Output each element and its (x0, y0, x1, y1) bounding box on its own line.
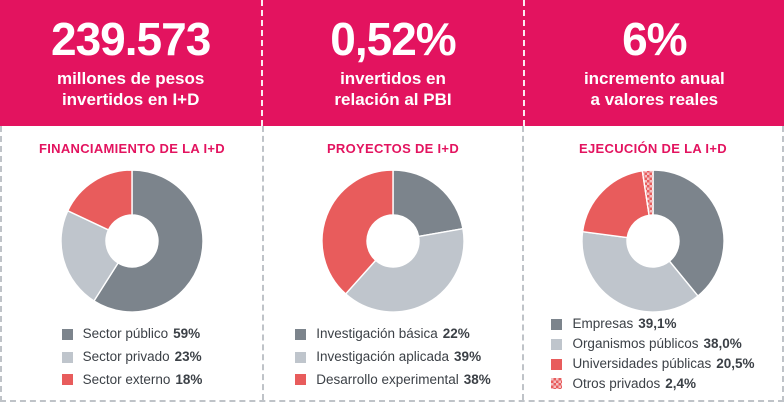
donut-chart-ejecucion (581, 169, 725, 313)
donut-slice (641, 169, 654, 217)
donut-chart-proyectos (321, 169, 465, 313)
donut-slice (60, 209, 120, 302)
stats-header-band: 239.573 millones de pesos invertidos en … (0, 0, 784, 126)
legend-financiamiento: Sector público 59% Sector privado 23% Sector… (61, 325, 203, 388)
legend-label: Investigación aplicada (316, 348, 450, 364)
donut-slice (392, 169, 464, 238)
legend-swatch-icon (551, 318, 563, 330)
stat-caption-line: relación al PBI (334, 89, 452, 109)
chart-panel-proyectos: PROYECTOS DE I+D Investigación básica 22%… (262, 126, 522, 401)
donut-slice (92, 169, 204, 313)
stat-panel-investment: 239.573 millones de pesos invertidos en … (0, 0, 262, 126)
legend-swatch-icon (295, 328, 307, 340)
stat-panel-pbi: 0,52% invertidos en relación al PBI (261, 0, 523, 126)
donut-slice (344, 227, 465, 313)
legend-label: Organismos públicos (572, 335, 699, 351)
stat-value-pesos: 239.573 (51, 13, 211, 66)
legend-item: Empresas 39,1% (551, 316, 754, 332)
stat-value-growth: 6% (622, 13, 687, 66)
legend-value: 38,0% (703, 335, 742, 351)
donut-slice (321, 169, 394, 295)
legend-proyectos: Investigación básica 22% Investigación apl… (295, 325, 491, 388)
stat-caption-line: invertidos en (340, 69, 446, 89)
stat-caption-growth: incremento anual a valores reales (584, 69, 725, 110)
section-title-financiamiento: FINANCIAMIENTO DE LA I+D (39, 141, 225, 156)
stat-caption-line: a valores reales (590, 89, 719, 109)
legend-swatch-icon (61, 328, 73, 340)
legend-label: Investigación básica (316, 325, 438, 341)
chart-panel-ejecucion: EJECUCIÓN DE LA I+D Empresas 39,1% Organis… (522, 126, 782, 401)
legend-value: 20,5% (716, 355, 755, 371)
legend-label: Desarrollo experimental (316, 371, 459, 387)
legend-item: Sector externo 18% (61, 371, 203, 388)
legend-item: Universidades públicas 20,5% (551, 355, 755, 372)
legend-value: 38% (463, 371, 491, 387)
stat-caption-line: millones de pesos (56, 69, 205, 89)
legend-swatch-icon (295, 374, 307, 386)
stat-value-pbi: 0,52% (330, 13, 456, 66)
legend-swatch-icon (295, 351, 307, 363)
legend-value: 59% (173, 325, 201, 341)
legend-value: 39% (454, 348, 482, 364)
legend-item: Desarrollo experimental 38% (295, 371, 491, 388)
legend-label: Otros privados (572, 375, 661, 391)
legend-value: 2,4% (665, 375, 697, 391)
legend-swatch-icon (551, 338, 563, 350)
donut-slice (581, 170, 650, 239)
legend-swatch-icon (61, 351, 73, 363)
legend-value: 23% (174, 348, 202, 364)
legend-item: Otros privados 2,4% (551, 375, 754, 392)
legend-label: Empresas (572, 316, 634, 331)
legend-item: Sector privado 23% (61, 348, 203, 365)
legend-swatch-icon (551, 358, 563, 370)
stat-caption-pesos: millones de pesos invertidos en I+D (57, 69, 204, 110)
legend-value: 22% (442, 325, 470, 341)
stat-caption-pbi: invertidos en relación al PBI (334, 69, 451, 110)
donut-chart-financiamiento (60, 169, 204, 313)
stat-caption-line: incremento anual (583, 69, 725, 89)
legend-item: Investigación básica 22% (295, 325, 491, 342)
legend-label: Sector externo (82, 371, 171, 387)
legend-ejecucion: Empresas 39,1% Organismos públicos 38,0% Uni… (551, 316, 755, 392)
legend-label: Sector privado (82, 348, 170, 364)
section-title-ejecucion: EJECUCIÓN DE LA I+D (579, 141, 727, 156)
stat-caption-line: invertidos en I+D (61, 89, 200, 109)
donut-slice (581, 230, 699, 313)
donut-slice (652, 169, 725, 297)
legend-value: 39,1% (638, 316, 677, 331)
legend-swatch-icon (551, 378, 563, 390)
legend-swatch-icon (61, 374, 73, 386)
legend-value: 18% (175, 371, 203, 387)
legend-label: Sector público (82, 325, 169, 341)
legend-item: Investigación aplicada 39% (295, 348, 491, 365)
donut-slice (66, 169, 133, 231)
legend-label: Universidades públicas (572, 355, 712, 371)
stat-panel-growth: 6% incremento anual a valores reales (522, 0, 784, 126)
section-title-proyectos: PROYECTOS DE I+D (326, 141, 460, 156)
legend-item: Sector público 59% (61, 325, 203, 342)
chart-panel-financiamiento: FINANCIAMIENTO DE LA I+D Sector público 5… (2, 126, 262, 400)
charts-band: FINANCIAMIENTO DE LA I+D Sector público 5… (0, 126, 784, 402)
legend-item: Organismos públicos 38,0% (551, 335, 754, 352)
